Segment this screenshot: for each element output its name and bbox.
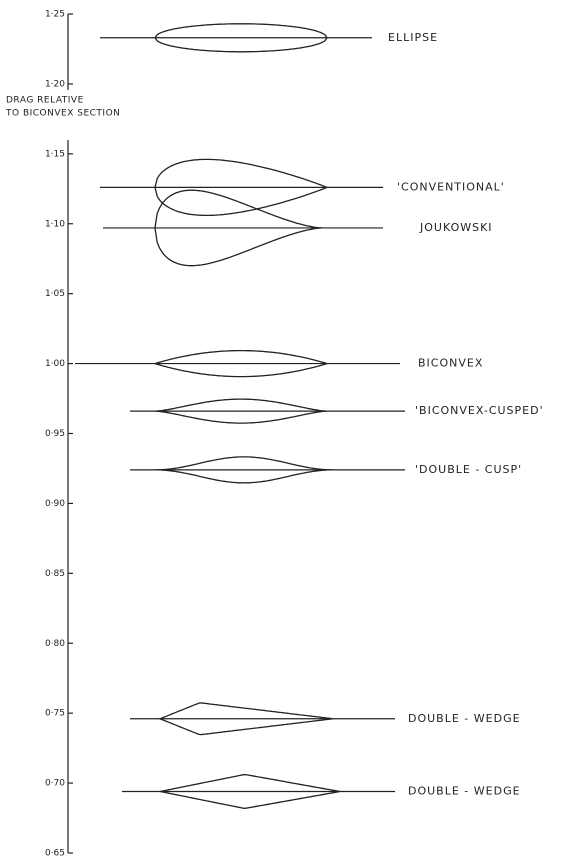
y-tick-label: 0·80 [45,639,65,649]
profile-label: JOUKOWSKI [419,221,493,234]
y-tick-label: 0·90 [45,499,65,509]
profile-label: BICONVEX [418,357,483,370]
y-tick-label: 0·85 [45,569,65,579]
y-tick-label: 1·10 [45,219,65,229]
page: DRAG RELATIVE TO BICONVEX SECTION 0·65 0·… [0,0,569,865]
profile-label: ELLIPSE [388,31,438,44]
y-tick-label: 1·00 [45,359,65,369]
y-tick-label: 0·75 [45,709,65,719]
y-tick-label: 1·05 [45,289,65,299]
profile-label: DOUBLE - WEDGE [408,784,521,797]
y-tick-label: 1·15 [45,149,65,159]
y-tick-label: 1·20 [45,79,65,89]
y-tick-label: 0·65 [45,849,65,859]
profile-label: 'CONVENTIONAL' [397,180,505,193]
profile-label: DOUBLE - WEDGE [408,712,521,725]
chart: DRAG RELATIVE TO BICONVEX SECTION 0·65 0·… [0,0,569,865]
y-tick-label: 0·70 [45,779,65,789]
y-tick-label: 0·95 [45,429,65,439]
profile-label: 'DOUBLE - CUSP' [415,463,522,476]
y-axis-label: TO BICONVEX SECTION [5,109,120,119]
profile-label: 'BICONVEX-CUSPED' [415,404,544,417]
y-tick-label: 1·25 [45,10,65,20]
y-axis-label: DRAG RELATIVE [6,96,84,106]
